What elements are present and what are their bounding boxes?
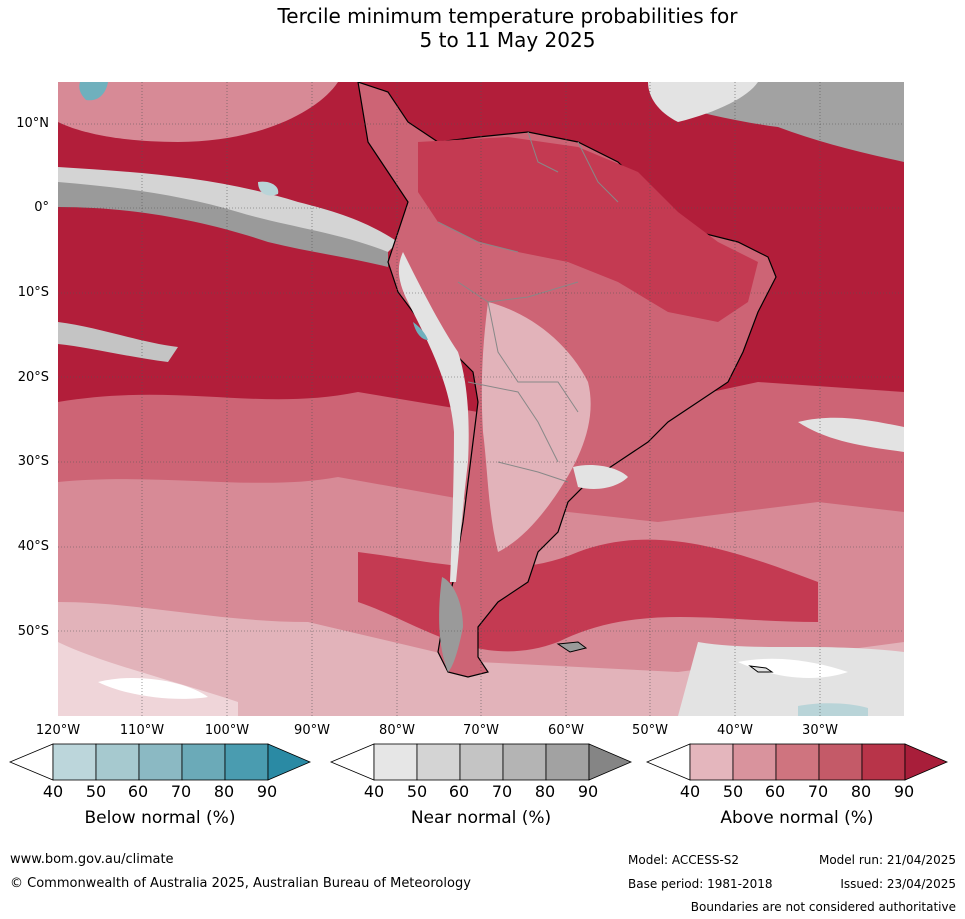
colorbar-segment <box>95 743 140 781</box>
colorbar-left-arrow <box>645 743 691 781</box>
lon-label-120w: 120°W <box>35 723 81 738</box>
legend-tick: 50 <box>722 782 744 801</box>
legend-tick: 40 <box>363 782 385 801</box>
south-georgia <box>748 665 774 673</box>
legend-tick: 60 <box>127 782 149 801</box>
above-60-region-north-pacific <box>58 82 338 142</box>
land-near-normal-andes <box>398 252 469 582</box>
land-near-normal-patagonia <box>439 577 463 672</box>
legend-tick: 80 <box>534 782 556 801</box>
below-normal-patch-pacific <box>258 181 279 196</box>
legend-tick: 90 <box>893 782 915 801</box>
colorbar-left-arrow <box>8 743 54 781</box>
below-normal-patch-north <box>79 82 108 101</box>
lon-label-100w: 100°W <box>204 723 250 738</box>
falkland-islands <box>556 641 588 653</box>
lon-label-40w: 40°W <box>717 723 753 738</box>
legend-below-normal: 40 50 60 70 80 90 Below normal (%) <box>8 742 312 842</box>
lon-label-80w: 80°W <box>379 723 415 738</box>
legend-tick: 90 <box>256 782 278 801</box>
legend-tick: 70 <box>170 782 192 801</box>
legend-tick: 40 <box>42 782 64 801</box>
lon-label-60w: 60°W <box>548 723 584 738</box>
footer-copyright: © Commonwealth of Australia 2025, Austra… <box>10 876 471 891</box>
near-normal-band-pacific <box>58 177 388 267</box>
colorbar-near-normal <box>329 743 633 781</box>
legend-tick: 60 <box>764 782 786 801</box>
lon-label-50w: 50°W <box>632 723 668 738</box>
title-line-2: 5 to 11 May 2025 <box>419 28 596 52</box>
lat-label-40s: 40°S <box>17 539 49 554</box>
colorbar-segment <box>373 743 418 781</box>
footer-base-period: Base period: 1981-2018 <box>628 877 773 891</box>
below-normal-patch-south-atlantic <box>798 703 868 716</box>
footer-issued: Issued: 23/04/2025 <box>840 877 956 891</box>
title-line-1: Tercile minimum temperature probabilitie… <box>277 4 738 28</box>
legend-tick: 70 <box>491 782 513 801</box>
legend-title-near-normal: Near normal (%) <box>410 808 552 828</box>
colorbar-segment <box>459 743 504 781</box>
country-borders <box>437 131 619 483</box>
lat-label-0: 0° <box>34 200 49 215</box>
low-confidence-patch-3 <box>798 417 904 452</box>
colorbar-segment <box>416 743 461 781</box>
lon-label-110w: 110°W <box>119 723 165 738</box>
colorbar-right-arrow <box>588 743 633 781</box>
footer-model-run: Model run: 21/04/2025 <box>818 853 956 867</box>
legend-title-above-normal: Above normal (%) <box>720 808 874 828</box>
legend-tick: 50 <box>85 782 107 801</box>
colorbar-below-normal <box>8 743 312 781</box>
legend-tick: 90 <box>577 782 599 801</box>
low-confidence-patch-1 <box>98 677 208 699</box>
lat-label-50s: 50°S <box>17 624 49 639</box>
lon-label-70w: 70°W <box>463 723 499 738</box>
footer-model: Model: ACCESS-S2 <box>628 853 740 867</box>
colorbar-segment <box>52 743 97 781</box>
near-normal-patch-far-south-east <box>678 642 904 716</box>
near-normal-region-north-atlantic-light <box>648 82 758 122</box>
legend-tick: 70 <box>807 782 829 801</box>
map-title: Tercile minimum temperature probabilitie… <box>0 4 965 52</box>
legend-above-normal: 40 50 60 70 80 90 Above normal (%) <box>645 742 949 842</box>
land-above-50-interior <box>481 302 591 552</box>
colorbar-above-normal <box>645 743 949 781</box>
near-normal-band-pacific-south <box>58 322 178 362</box>
colorbar-segment <box>224 743 269 781</box>
map-canvas <box>58 82 904 716</box>
colorbar-segment <box>545 743 590 781</box>
lat-label-20s: 20°S <box>17 370 49 385</box>
colorbar-right-arrow <box>904 743 949 781</box>
lat-label-10n: 10°N <box>16 116 49 131</box>
lat-label-30s: 30°S <box>17 454 49 469</box>
legend-tick: 80 <box>850 782 872 801</box>
lon-label-90w: 90°W <box>294 723 330 738</box>
colorbar-segment <box>181 743 226 781</box>
legend-tick: 80 <box>213 782 235 801</box>
colorbar-segment <box>689 743 734 781</box>
legend-title-below-normal: Below normal (%) <box>84 808 236 828</box>
land-above-80-north <box>418 137 758 322</box>
colorbar-segment <box>502 743 547 781</box>
probability-map <box>58 82 904 716</box>
colorbar-left-arrow <box>329 743 375 781</box>
legend-tick: 40 <box>679 782 701 801</box>
low-confidence-patch-2 <box>738 658 848 678</box>
colorbar-segment <box>818 743 863 781</box>
colorbar-segment <box>861 743 906 781</box>
legend-tick: 60 <box>448 782 470 801</box>
land-below-normal-andes <box>413 322 428 340</box>
colorbar-right-arrow <box>267 743 312 781</box>
land-near-normal-uruguay <box>573 465 628 489</box>
lon-label-30w: 30°W <box>802 723 838 738</box>
footer-website: www.bom.gov.au/climate <box>10 852 174 867</box>
legend-near-normal: 40 50 60 70 80 90 Near normal (%) <box>329 742 633 842</box>
colorbar-segment <box>775 743 820 781</box>
legend-tick: 50 <box>406 782 428 801</box>
graticule <box>58 82 904 716</box>
colorbar-segment <box>732 743 777 781</box>
near-normal-band-pacific-light <box>58 167 398 252</box>
lat-label-10s: 10°S <box>17 285 49 300</box>
footer-boundaries-note: Boundaries are not considered authoritat… <box>690 900 956 914</box>
colorbar-segment <box>138 743 183 781</box>
